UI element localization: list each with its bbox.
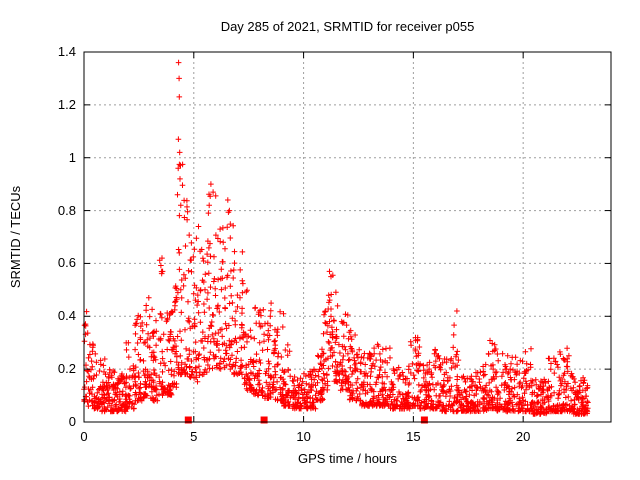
x-tick-label: 10 — [296, 429, 311, 444]
y-tick-label: 0 — [68, 414, 76, 429]
axis-marker-square — [420, 416, 428, 424]
x-tick-label: 20 — [515, 429, 531, 444]
axis-marker-square — [184, 416, 192, 424]
x-tick-label: 15 — [406, 429, 421, 444]
x-axis-label: GPS time / hours — [298, 451, 397, 466]
y-tick-label: 0.4 — [57, 308, 76, 324]
x-tick-label: 5 — [190, 429, 198, 444]
y-tick-label: 1 — [68, 149, 76, 165]
y-tick-label: 0.6 — [57, 255, 76, 271]
y-tick-label: 1.4 — [57, 44, 76, 59]
axis-marker-square — [260, 416, 268, 424]
plot-border — [83, 51, 612, 423]
y-tick-label: 0.8 — [57, 202, 76, 218]
y-axis-label: SRMTID / TECUs — [8, 185, 23, 289]
scatter-points — [81, 59, 591, 417]
y-tick-label: 0.2 — [57, 361, 76, 377]
y-tick-label: 1.2 — [57, 96, 76, 112]
chart-title: Day 285 of 2021, SRMTID for receiver p05… — [220, 19, 475, 34]
x-tick-label: 0 — [80, 429, 88, 444]
